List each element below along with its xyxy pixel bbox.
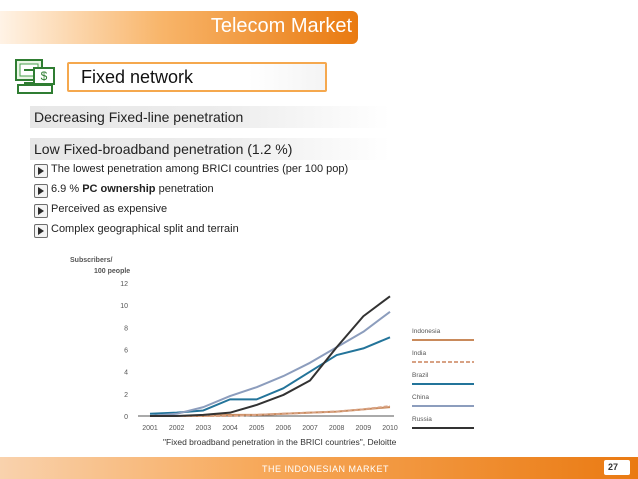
page-title: Telecom Market [210,15,352,37]
title-banner: Telecom Market [0,11,358,44]
bullet-text: Perceived as expensive [51,203,168,215]
x-tick-label: 2007 [302,425,318,432]
page-number: 27 [608,462,619,472]
x-tick-label: 2010 [382,425,398,432]
bullet-item: Complex geographical split and terrain [34,223,334,240]
x-tick-label: 2001 [142,425,158,432]
x-tick-label: 2005 [249,425,265,432]
page-number-box [604,460,630,475]
bullet-arrow-icon [34,184,48,198]
section-title-box: Fixed network [67,62,327,92]
y-tick-label: 0 [124,414,128,421]
y-tick-label: 4 [124,370,128,377]
footer-title: THE INDONESIAN MARKET [262,464,390,474]
footer-bar: THE INDONESIAN MARKET [0,457,638,479]
bullet-arrow-icon [34,204,48,218]
x-tick-label: 2006 [276,425,292,432]
y-tick-label: 10 [120,303,128,310]
bullet-item: The lowest penetration among BRICI count… [34,163,348,180]
bullet-text: 6.9 % PC ownership penetration [51,183,214,195]
x-tick-label: 2009 [356,425,372,432]
bullet-text: The lowest penetration among BRICI count… [51,163,349,175]
heading-bar-fixed-line: Decreasing Fixed-line penetration [30,106,390,128]
legend-label: China [412,394,429,401]
y-tick-label: 12 [120,281,128,288]
x-tick-label: 2002 [169,425,185,432]
x-tick-label: 2008 [329,425,345,432]
heading-fixed-line: Decreasing Fixed-line penetration [34,109,244,125]
y-tick-label: 8 [124,325,128,332]
broadband-line-chart: Subscribers/100 people 0 2 4 6 8 10 12 2001 2002 2… [70,257,474,432]
section-title: Fixed network [81,67,194,87]
heading-bar-broadband: Low Fixed-broadband penetration (1.2 %) [30,138,390,160]
legend-label: Russia [412,416,432,423]
heading-broadband: Low Fixed-broadband penetration (1.2 %) [34,141,293,157]
bullet-arrow-icon [34,164,48,178]
series-line-brazil [149,336,391,415]
svg-text:$: $ [41,69,48,83]
bullet-arrow-icon [34,224,48,238]
y-axis-label: Subscribers/ [70,257,112,264]
bullet-text: Complex geographical split and terrain [51,223,239,235]
y-tick-label: 2 [124,392,128,399]
bullet-item: 6.9 % PC ownership penetration [34,183,334,200]
chart-caption: "Fixed broadband penetration in the BRIC… [163,437,397,447]
monitor-dollar-icon: $ [14,58,58,96]
y-axis-label: 100 people [94,268,130,275]
x-tick-label: 2003 [196,425,212,432]
legend-label: Indonesia [412,328,441,335]
bullet-item: Perceived as expensive [34,203,334,220]
series-line-russia [150,295,391,417]
y-tick-label: 6 [124,348,128,355]
legend-label: Brazil [412,372,429,379]
x-tick-label: 2004 [222,425,238,432]
legend-label: India [412,350,426,357]
series-line-china [149,311,391,417]
